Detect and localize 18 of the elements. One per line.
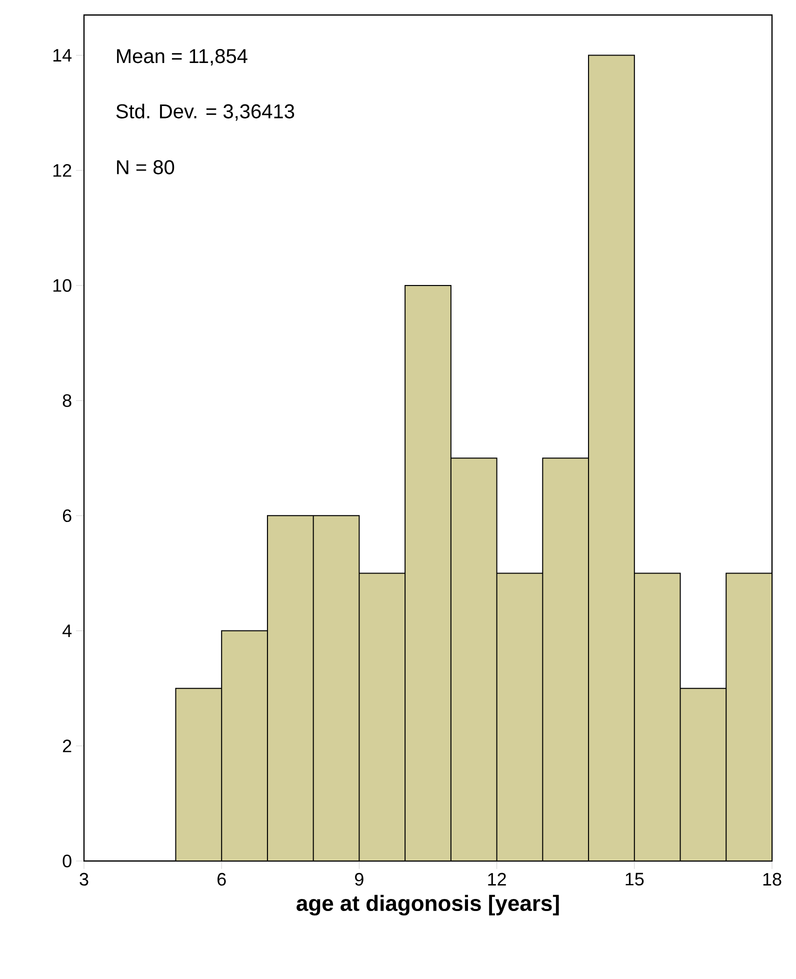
y-tick-label: 2 bbox=[62, 740, 72, 752]
annotation: N = 80 bbox=[117, 160, 174, 174]
x-tick-label: 3 bbox=[80, 872, 88, 886]
y-tick-label: 14 bbox=[53, 49, 72, 62]
x-axis-title: age at diagonosis [years] bbox=[296, 894, 559, 916]
x-tick-label: 12 bbox=[488, 872, 506, 886]
x-tick-label: 6 bbox=[218, 872, 226, 886]
y-tick-label: 10 bbox=[53, 279, 72, 292]
annotation: Std. Dev. = 3,36413 bbox=[116, 104, 294, 121]
y-tick-label: 8 bbox=[62, 394, 72, 407]
y-tick-label: 0 bbox=[62, 854, 72, 868]
y-tick-label: 4 bbox=[62, 624, 72, 637]
y-tick-label: 6 bbox=[62, 509, 72, 522]
x-tick-label: 15 bbox=[626, 872, 644, 886]
x-tick-label: 18 bbox=[763, 872, 782, 886]
annotation: Mean = 11,854 bbox=[117, 49, 248, 66]
y-tick-label: 12 bbox=[53, 164, 72, 177]
x-tick-label: 9 bbox=[355, 872, 364, 886]
